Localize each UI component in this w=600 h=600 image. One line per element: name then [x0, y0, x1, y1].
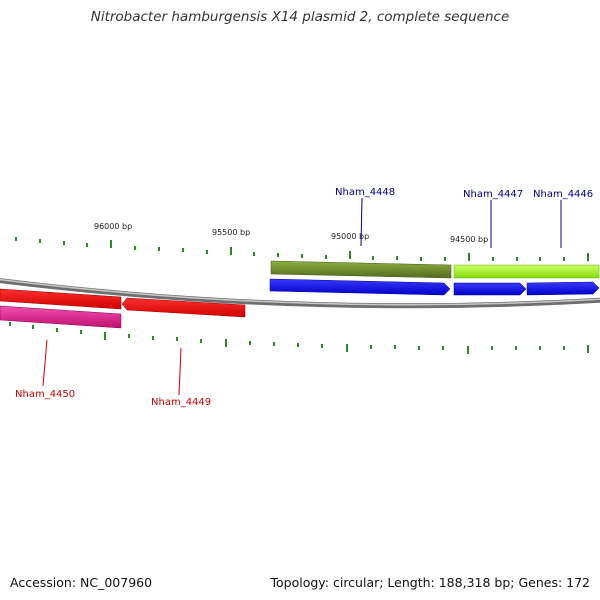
topology-summary: Topology: circular; Length: 188,318 bp; … [270, 575, 591, 590]
scale-label-96000: 96000 bp [94, 222, 132, 231]
lower-ticks [9, 322, 589, 354]
accession-label: Accession: NC_007960 [10, 575, 153, 590]
feature-lime [453, 264, 600, 279]
gene-label-nham-4449: Nham_4449 [151, 397, 211, 408]
map-title: Nitrobacter hamburgensis X14 plasmid 2, … [90, 9, 510, 25]
gene-arrow-nham-4448 [269, 278, 451, 296]
feature-pink [0, 305, 122, 329]
gene-label-nham-4448: Nham_4448 [335, 187, 395, 198]
reverse-features [0, 288, 246, 329]
upper-ticks [15, 237, 589, 261]
gene-label-nham-4446: Nham_4446 [533, 189, 593, 200]
leader-nham-4448 [360, 197, 363, 247]
gene-arrow-nham-4446 [526, 281, 600, 296]
plasmid-backbone [0, 278, 600, 309]
forward-features [269, 260, 600, 296]
reverse-label-leaders [42, 339, 182, 396]
scale-label-95000: 95000 bp [331, 232, 369, 241]
gene-arrow-nham-4447 [453, 282, 527, 296]
leader-nham-4450 [42, 339, 48, 387]
gene-label-nham-4447: Nham_4447 [463, 189, 523, 200]
leader-nham-4449 [178, 347, 182, 396]
gene-label-nham-4450: Nham_4450 [15, 389, 75, 400]
gene-arrow-nham-4450 [0, 288, 122, 310]
feature-olive [270, 260, 452, 279]
scale-label-95500: 95500 bp [212, 228, 250, 237]
gene-arrow-nham-4449 [121, 297, 246, 318]
forward-label-leaders [360, 197, 562, 248]
scale-label-94500: 94500 bp [450, 235, 488, 244]
